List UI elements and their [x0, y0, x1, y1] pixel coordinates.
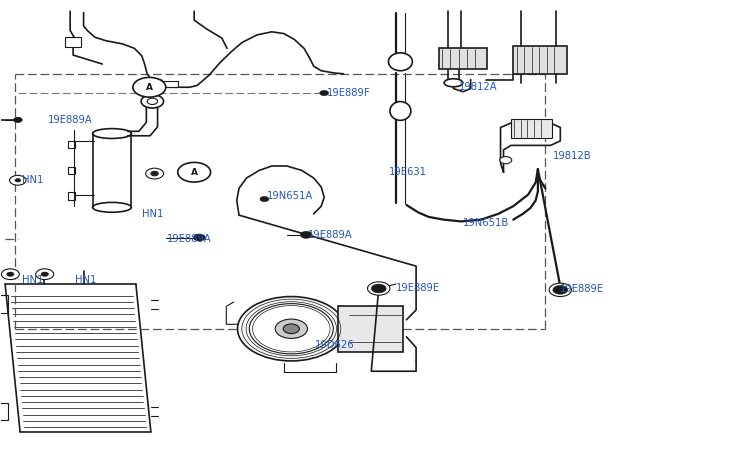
Circle shape: [300, 231, 312, 239]
Bar: [439, 48, 487, 69]
Text: HN1: HN1: [74, 274, 96, 284]
Text: 19N651A: 19N651A: [267, 191, 313, 201]
Text: 19N651B: 19N651B: [464, 218, 509, 228]
Text: 19E889F: 19E889F: [326, 88, 370, 98]
Circle shape: [141, 94, 164, 108]
Circle shape: [15, 179, 21, 182]
Ellipse shape: [92, 129, 131, 139]
Circle shape: [152, 172, 157, 176]
Circle shape: [194, 234, 206, 241]
Circle shape: [147, 98, 158, 104]
Circle shape: [2, 269, 20, 279]
Circle shape: [284, 324, 299, 333]
Text: 19812A: 19812A: [459, 82, 497, 92]
Circle shape: [249, 304, 333, 354]
Text: HN1: HN1: [142, 209, 164, 219]
Text: 19812B: 19812B: [553, 151, 592, 161]
Circle shape: [320, 90, 328, 96]
Circle shape: [146, 168, 164, 179]
Text: 19E889E: 19E889E: [560, 284, 604, 293]
Text: 19E631: 19E631: [388, 167, 427, 177]
Bar: [0, 295, 8, 313]
Text: HN1: HN1: [22, 274, 44, 284]
Circle shape: [36, 269, 54, 279]
Circle shape: [371, 284, 386, 293]
Circle shape: [238, 297, 345, 361]
Bar: [511, 119, 552, 138]
Text: 19E889A: 19E889A: [167, 234, 212, 244]
Ellipse shape: [390, 102, 411, 120]
Circle shape: [368, 282, 390, 295]
Text: 19E889A: 19E889A: [308, 230, 352, 240]
Circle shape: [10, 176, 26, 185]
Text: 19D626: 19D626: [315, 340, 355, 350]
Circle shape: [133, 77, 166, 97]
Circle shape: [275, 319, 308, 338]
Circle shape: [553, 285, 568, 294]
Circle shape: [151, 171, 158, 176]
Text: 19E889A: 19E889A: [48, 115, 92, 125]
Bar: [68, 167, 75, 174]
Bar: [68, 192, 75, 199]
Bar: [162, 81, 178, 87]
Circle shape: [500, 157, 512, 164]
Circle shape: [13, 117, 22, 122]
Bar: [513, 46, 567, 74]
Circle shape: [41, 272, 49, 276]
Bar: [65, 37, 81, 47]
Bar: [0, 403, 8, 420]
Ellipse shape: [92, 202, 131, 212]
Circle shape: [178, 162, 211, 182]
Bar: [68, 141, 75, 148]
Text: HN1: HN1: [22, 176, 44, 185]
Text: 19E889E: 19E889E: [396, 283, 440, 293]
Circle shape: [14, 117, 22, 122]
Bar: [338, 306, 404, 352]
Ellipse shape: [444, 79, 463, 87]
Text: A: A: [146, 83, 153, 92]
Text: A: A: [190, 168, 198, 177]
Circle shape: [7, 272, 14, 276]
Ellipse shape: [388, 53, 412, 71]
Circle shape: [260, 196, 269, 202]
Circle shape: [549, 283, 572, 297]
